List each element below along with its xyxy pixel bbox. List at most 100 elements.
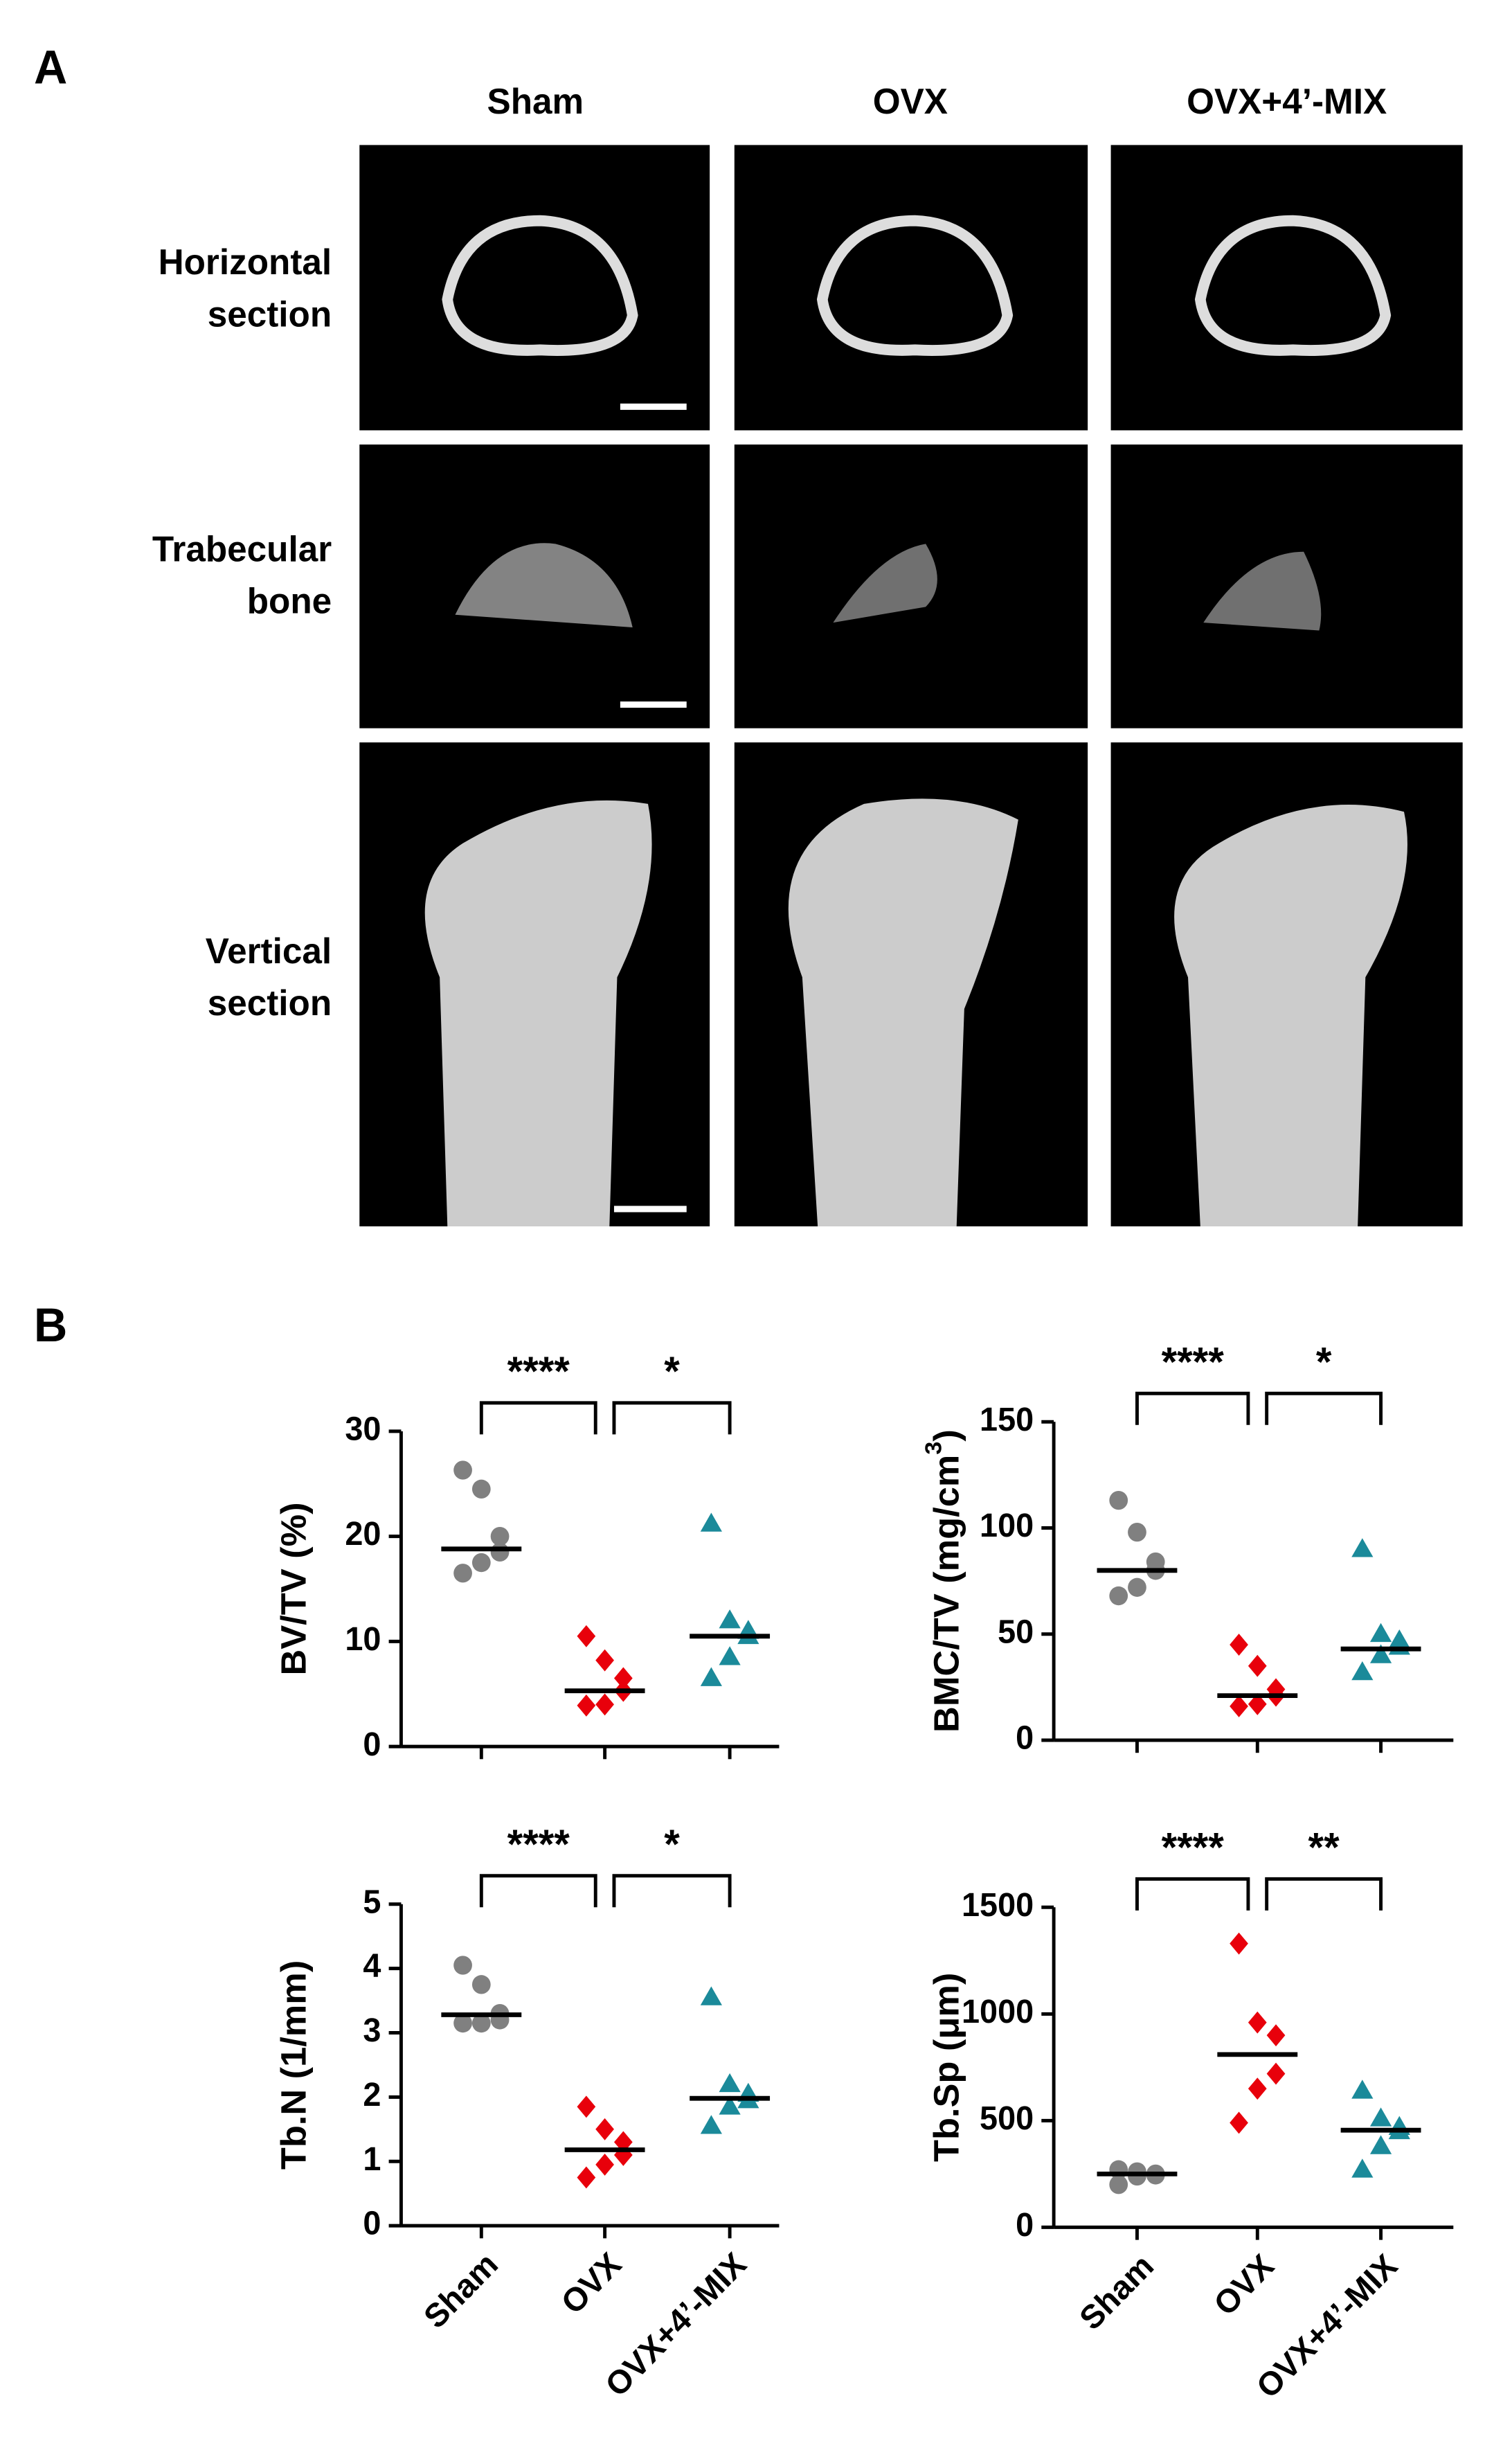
data-point xyxy=(1369,2107,1392,2127)
micro-ct-images xyxy=(359,145,1463,1226)
data-point xyxy=(453,1564,472,1583)
y-axis-label-part: Tb.Sp (μm) xyxy=(926,1973,966,2162)
image xyxy=(359,145,710,431)
significance-label: * xyxy=(664,1349,680,1395)
y-axis-label-part: BMC/TV (mg/cm xyxy=(926,1455,966,1733)
bone xyxy=(424,800,652,1226)
significance-bracket xyxy=(479,1874,597,1908)
y-tick-label: 30 xyxy=(345,1411,381,1448)
data-point xyxy=(577,2095,596,2118)
y-tick-label: 0 xyxy=(1016,2207,1034,2244)
data-point xyxy=(1248,2077,1267,2100)
data-point xyxy=(700,1512,722,1532)
bone xyxy=(788,798,1018,1226)
data-point xyxy=(613,2144,633,2166)
significance-bracket xyxy=(1135,1877,1250,1911)
data-point xyxy=(700,2115,722,2134)
data-point xyxy=(453,1460,472,1480)
column-label: OVX+4’-MIX xyxy=(1187,81,1387,122)
data-point xyxy=(1230,1932,1248,1955)
data-point xyxy=(1128,1577,1146,1597)
significance-label: **** xyxy=(507,1349,570,1395)
y-tick-label: 3 xyxy=(363,2012,381,2050)
data-point xyxy=(490,1542,510,1562)
bone xyxy=(1174,805,1407,1226)
x-tick-label: Sham xyxy=(1073,2247,1161,2337)
data-point xyxy=(577,1695,596,1717)
x-tick-label: Sham xyxy=(417,2246,505,2336)
data-point xyxy=(700,1986,722,2005)
data-point xyxy=(1351,2080,1374,2099)
y-axis-label: BMC/TV (mg/cm3) xyxy=(921,1429,966,1733)
significance-bracket xyxy=(1265,1877,1383,1911)
significance-label: **** xyxy=(1162,1339,1224,1385)
data-point xyxy=(719,2095,741,2115)
data-point xyxy=(490,1526,510,1546)
data-point xyxy=(1266,2062,1286,2085)
bone xyxy=(442,215,638,356)
y-tick-label: 0 xyxy=(363,1726,381,1763)
data-point xyxy=(453,1956,472,1975)
row-label: section xyxy=(208,983,332,1023)
y-tick-label: 0 xyxy=(363,2205,381,2242)
data-point xyxy=(1109,1586,1128,1606)
y-tick-label: 2 xyxy=(363,2077,381,2114)
y-tick-label: 20 xyxy=(345,1516,381,1553)
data-point xyxy=(1109,2175,1128,2194)
significance-bracket xyxy=(612,1874,732,1908)
row-label: Vertical xyxy=(206,930,332,971)
data-point xyxy=(1230,2111,1248,2134)
y-axis-label: Tb.Sp (μm) xyxy=(926,1973,966,2162)
y-tick-label: 100 xyxy=(980,1508,1034,1545)
x-tick-label: OVX xyxy=(555,2246,629,2322)
data-point xyxy=(595,1649,614,1672)
row-label: Trabecular xyxy=(152,528,332,569)
row-label: bone xyxy=(247,580,332,621)
image xyxy=(1110,145,1463,431)
significance-bracket xyxy=(612,1401,732,1435)
data-point xyxy=(471,1975,491,1994)
y-tick-label: 1 xyxy=(363,2140,381,2178)
panel-label: A xyxy=(34,42,67,94)
bone xyxy=(816,215,1014,356)
data-point xyxy=(577,1625,596,1647)
bone xyxy=(455,543,633,627)
data-point xyxy=(1230,1695,1248,1717)
y-tick-label: 5 xyxy=(363,1884,381,1921)
data-point xyxy=(1128,1522,1146,1542)
bone xyxy=(1203,551,1322,631)
data-point xyxy=(595,2153,614,2176)
data-point xyxy=(719,1609,741,1629)
y-tick-label: 0 xyxy=(1016,1719,1034,1757)
data-point xyxy=(1351,1661,1374,1681)
y-axis-label: Tb.N (1/mm) xyxy=(273,1960,313,2170)
column-label: Sham xyxy=(487,81,584,122)
y-axis-label-part: BV/TV (%) xyxy=(273,1502,313,1675)
y-tick-label: 500 xyxy=(980,2100,1034,2138)
data-point xyxy=(471,2013,491,2033)
row-label: section xyxy=(208,294,332,334)
significance-label: **** xyxy=(507,1822,570,1868)
data-point xyxy=(1369,2135,1392,2154)
y-axis-label-part: ) xyxy=(926,1429,966,1441)
data-point xyxy=(719,2073,741,2093)
data-point xyxy=(595,2118,614,2140)
data-point xyxy=(1109,1490,1128,1510)
y-tick-label: 150 xyxy=(980,1401,1034,1438)
data-point xyxy=(595,1693,614,1716)
row-label: Horizontal xyxy=(159,242,332,283)
data-point xyxy=(613,1667,633,1690)
data-point xyxy=(719,1646,741,1665)
significance-label: ** xyxy=(1308,1825,1340,1870)
data-point xyxy=(453,2013,472,2033)
y-tick-label: 10 xyxy=(345,1621,381,1658)
data-point xyxy=(471,1479,491,1499)
data-point xyxy=(471,1553,491,1573)
image xyxy=(734,145,1088,431)
significance-bracket xyxy=(1265,1391,1383,1425)
y-tick-label: 4 xyxy=(363,1948,381,1985)
bone xyxy=(1194,215,1392,356)
y-axis-label-part: 3 xyxy=(921,1442,947,1455)
data-point xyxy=(1369,1622,1392,1643)
y-tick-label: 1000 xyxy=(962,1994,1034,2031)
